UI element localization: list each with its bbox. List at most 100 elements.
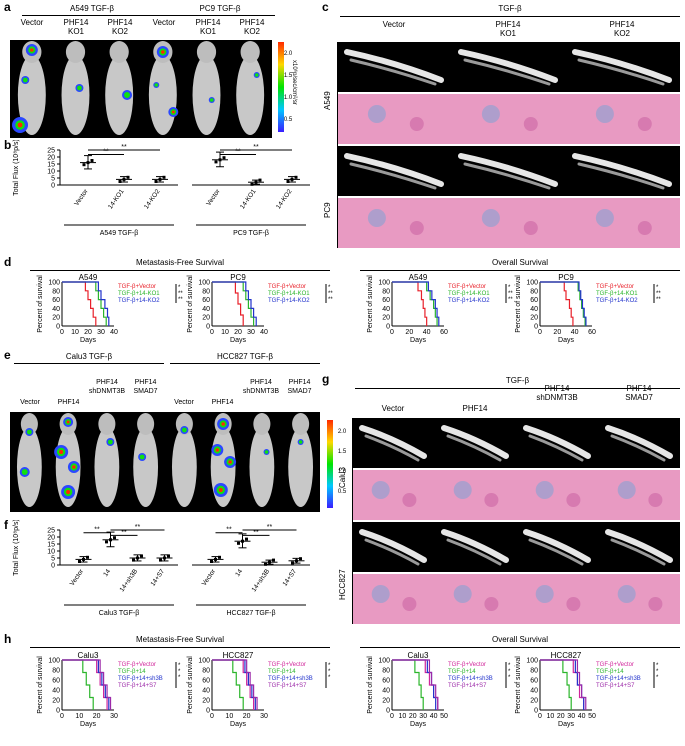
histology-region — [637, 117, 652, 131]
x-tick-label: 0 — [210, 329, 214, 336]
y-tick-label: 80 — [382, 668, 390, 675]
y-tick-label: 100 — [378, 658, 390, 665]
legend-entry: TGF-β+Vector — [596, 284, 634, 290]
y-tick-label: 40 — [530, 306, 538, 313]
y-tick-label: 40 — [52, 688, 60, 695]
mouse-head — [20, 413, 38, 435]
signal-blob — [66, 489, 71, 495]
y-tick-label: 40 — [202, 688, 210, 695]
bone-shape — [610, 538, 666, 566]
mouse-body — [171, 427, 197, 507]
histology-region — [453, 481, 472, 499]
legend-entry: TGF-β+14 — [448, 669, 476, 675]
sig-label: ** — [508, 291, 513, 297]
mouse-body — [133, 427, 159, 507]
x-tick-label: 14+sh3B — [251, 568, 272, 593]
legend-entry: TGF-β+14-KO1 — [118, 291, 160, 297]
mouse-body — [94, 427, 120, 507]
signal-blob — [22, 77, 28, 83]
y-tick-label: 5 — [51, 176, 55, 183]
a-colorbar-unit: x10⁶p/sec/cm²/sr — [291, 60, 297, 105]
y-tick-label: 10 — [47, 169, 55, 176]
e-col-label: PHF14 shDNMT3B — [242, 379, 280, 395]
bone-shape — [359, 529, 427, 563]
data-point — [258, 178, 262, 182]
g-hcc827-xray — [352, 522, 680, 572]
x-tick-label: 14 — [102, 568, 112, 578]
survival-curve — [540, 659, 572, 710]
y-tick-label: 80 — [382, 288, 390, 295]
x-tick-label: 20 — [405, 329, 413, 336]
legend-entry: TGF-β+14+S7 — [596, 683, 635, 689]
g-col-label: PHF14 SMAD7 — [625, 384, 653, 402]
sig-label: * — [656, 669, 659, 675]
x-tick-label: 30 — [260, 713, 268, 720]
y-tick-label: 20 — [202, 315, 210, 322]
x-tick-label: 20 — [557, 713, 565, 720]
y-tick-label: 60 — [202, 297, 210, 304]
signal-blob — [26, 429, 32, 435]
signal-blob — [66, 420, 70, 424]
g-row-hcc827: HCC827 — [338, 569, 347, 600]
signal-blob — [72, 465, 76, 469]
mouse-body — [288, 427, 314, 507]
y-tick-label: 100 — [198, 658, 210, 665]
x-tick-label: 10 — [221, 329, 229, 336]
y-tick-label: 80 — [52, 288, 60, 295]
e-group1-label: Calu3 TGF-β — [65, 352, 113, 361]
mouse-body — [17, 55, 46, 135]
survival-curve — [62, 659, 110, 710]
legend-entry: TGF-β+Vector — [448, 662, 486, 668]
data-point — [214, 160, 218, 164]
plot-title: A549 — [79, 273, 98, 282]
bone-shape — [605, 425, 673, 459]
y-axis-label: Total Flux (10⁸p/s) — [13, 520, 20, 576]
c-title: TGF-β — [498, 4, 522, 13]
x-axis-label: Days — [558, 721, 574, 728]
histology-region — [371, 481, 390, 499]
data-point — [82, 163, 86, 167]
a-col-label: PHF14 KO1 — [63, 18, 89, 36]
data-point — [86, 161, 90, 165]
panel-label-g: g — [322, 372, 330, 386]
data-point — [105, 540, 108, 544]
x-tick-label: Vector — [69, 567, 86, 587]
y-axis-label: Percent of survival — [37, 275, 44, 333]
data-point — [268, 560, 271, 564]
e-col-label: PHF14 SMAD7 — [133, 379, 158, 395]
data-point — [167, 554, 170, 558]
data-point — [158, 177, 162, 181]
sig-label: ** — [508, 297, 513, 303]
sig-label: * — [508, 669, 511, 675]
histology-region — [481, 105, 500, 123]
data-point — [113, 536, 116, 540]
y-tick-label: 15 — [47, 542, 55, 549]
data-point — [214, 557, 217, 561]
sig-label: ** — [328, 291, 333, 297]
mouse-head — [137, 413, 155, 435]
y-tick-label: 60 — [382, 678, 390, 685]
sig-label: * — [178, 285, 181, 291]
x-tick-label: Vector — [73, 187, 90, 207]
legend-entry: TGF-β+Vector — [118, 284, 156, 290]
e-colorbar-tick: 1.0 — [337, 469, 347, 475]
a-colorbar-tick: 0.5 — [283, 117, 293, 123]
data-point — [132, 558, 135, 562]
bone-shape — [577, 162, 665, 190]
x-tick-label: Vector — [205, 187, 222, 207]
sig-label: * — [328, 285, 331, 291]
signal-blob — [107, 439, 113, 445]
x-tick-label: 40 — [578, 713, 586, 720]
h-mfs-title: Metastasis-Free Survival — [135, 635, 225, 644]
data-point — [122, 177, 126, 181]
legend-entry: TGF-β+14 — [118, 669, 146, 675]
sig-label: ** — [121, 144, 127, 151]
mouse-head — [109, 41, 129, 63]
bone-shape — [610, 434, 666, 462]
y-tick-label: 0 — [386, 324, 390, 331]
y-tick-label: 100 — [526, 658, 538, 665]
a-bioluminescence-image — [10, 40, 272, 138]
